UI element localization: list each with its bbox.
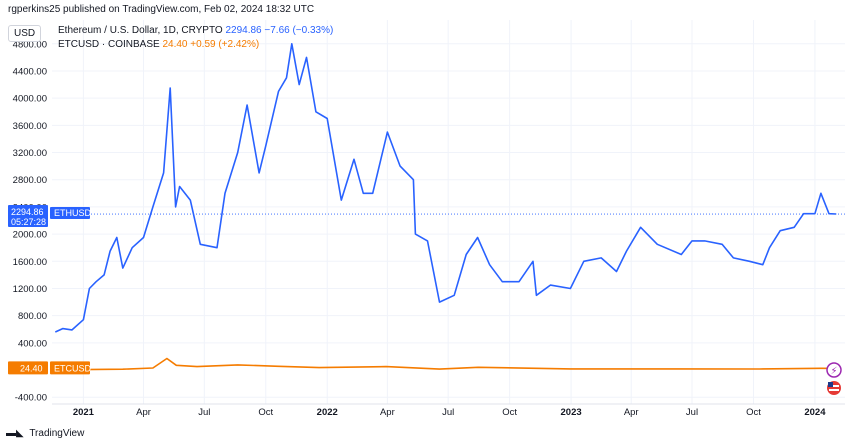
us-flag-icon-stripe xyxy=(829,385,839,387)
y-tick-label: 1600.00 xyxy=(13,257,47,268)
legend-etc-values: 24.40 +0.59 (+2.42%) xyxy=(162,39,260,50)
series-layer xyxy=(54,42,837,371)
legend-eth-name: Ethereum / U.S. Dollar, 1D, CRYPTO xyxy=(58,25,223,36)
eth-countdown-label: 05:27:28 xyxy=(11,217,46,227)
etc-price-tag xyxy=(8,361,48,375)
y-tick-label: 4800.00 xyxy=(13,39,47,50)
legend-etc[interactable]: ETCUSD · COINBASE 24.40 +0.59 (+2.42%) xyxy=(58,38,333,52)
legend: Ethereum / U.S. Dollar, 1D, CRYPTO 2294.… xyxy=(58,24,333,52)
side-icons: ⚡ xyxy=(826,362,842,395)
legend-eth-values: 2294.86 −7.66 (−0.33%) xyxy=(225,25,334,36)
y-tick-label: 1200.00 xyxy=(13,284,47,295)
us-flag-icon-stripe xyxy=(829,389,839,391)
etc-price-label: 24.40 xyxy=(20,363,43,373)
footer: ▬◣ TradingView xyxy=(6,426,84,442)
x-tick-label: 2022 xyxy=(317,407,338,418)
x-tick-label: Jul xyxy=(442,407,454,418)
etc-series-tag-label: ETCUSD xyxy=(54,363,92,373)
y-tick-label: 3200.00 xyxy=(13,148,47,159)
footer-brand[interactable]: TradingView xyxy=(29,428,85,439)
y-tick-label: 3600.00 xyxy=(13,121,47,132)
y-tick-label: 4000.00 xyxy=(13,94,47,105)
series-line-etcusd xyxy=(55,357,837,371)
etc-series-tag xyxy=(50,361,90,375)
x-tick-label: 2021 xyxy=(73,407,95,418)
tradingview-logo-icon[interactable]: ▬◣ xyxy=(6,428,24,439)
y-axis: -400.00 400.00 800.00 1200.00 1600.00 2000.00… xyxy=(13,39,47,403)
x-tick-label: Oct xyxy=(746,407,761,418)
x-tick-label: 2024 xyxy=(804,407,826,418)
legend-etc-name: ETCUSD · COINBASE xyxy=(58,39,160,50)
currency-selector[interactable]: USD xyxy=(8,25,42,42)
y-tick-label: 2000.00 xyxy=(13,230,47,241)
series-line-ethusd xyxy=(54,42,837,333)
legend-eth[interactable]: Ethereum / U.S. Dollar, 1D, CRYPTO 2294.… xyxy=(58,24,333,38)
eth-series-tag xyxy=(50,207,90,220)
y-tick-label: 2800.00 xyxy=(13,175,47,186)
publisher-info: rgperkins25 published on TradingView.com… xyxy=(8,4,315,15)
eth-price-label: 2294.86 xyxy=(11,207,44,217)
eth-price-tag xyxy=(8,205,48,228)
chart-area[interactable]: -400.00 400.00 800.00 1200.00 1600.00 2000.00… xyxy=(0,20,850,424)
x-axis: 2021 Apr Jul Oct 2022 Apr Jul Oct 2023 Apr Jul Oct 2… xyxy=(73,407,826,418)
us-flag-icon-canton xyxy=(828,382,833,387)
y-tick-label: 400.00 xyxy=(18,338,47,349)
x-tick-label: Oct xyxy=(502,407,517,418)
eth-series-tag-label: ETHUSD xyxy=(54,208,92,218)
y-tick-label: 800.00 xyxy=(18,311,47,322)
x-tick-label: 2023 xyxy=(561,407,582,418)
x-tick-label: Jul xyxy=(198,407,210,418)
x-tick-label: Apr xyxy=(380,407,395,418)
flash-icon[interactable] xyxy=(826,362,842,378)
x-tick-label: Oct xyxy=(258,407,273,418)
y-tick-label: 4400.00 xyxy=(13,66,47,77)
price-chart[interactable]: -400.00 400.00 800.00 1200.00 1600.00 2000.00… xyxy=(0,20,850,424)
flash-icon-glyph: ⚡ xyxy=(830,366,837,377)
x-tick-label: Jul xyxy=(686,407,698,418)
y-tick-label: -400.00 xyxy=(15,393,47,404)
gridlines xyxy=(52,20,845,405)
x-tick-label: Apr xyxy=(136,407,151,418)
x-tick-label: Apr xyxy=(624,407,639,418)
